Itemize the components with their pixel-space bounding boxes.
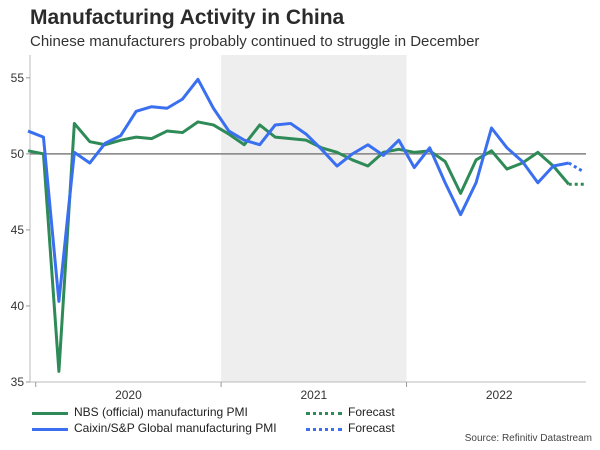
y-tick-label: 35 [11, 375, 25, 389]
legend-swatch-caixin [32, 428, 68, 431]
axes [29, 55, 586, 383]
source-note: Source: Refinitiv Datastream [464, 433, 592, 444]
legend-swatch-caixin-forecast [306, 428, 342, 431]
pmi-line-chart: 35 40 45 50 55 2020 2021 2022 [11, 55, 586, 400]
y-tick-label: 50 [11, 147, 25, 161]
y-tick-label: 55 [11, 71, 25, 85]
chart-subtitle: Chinese manufacturers probably continued… [30, 33, 480, 50]
legend-swatch-nbs-forecast [306, 412, 342, 415]
legend-label-forecast-2: Forecast [348, 421, 395, 435]
shaded-year-2021 [221, 55, 407, 382]
legend-row-2: Caixin/S&P Global manufacturing PMI Fore… [30, 421, 450, 437]
y-tick-label: 45 [11, 223, 25, 237]
series-lines [27, 77, 585, 373]
legend: NBS (official) manufacturing PMI Forecas… [30, 405, 450, 437]
legend-label-caixin: Caixin/S&P Global manufacturing PMI [74, 421, 277, 435]
legend-label-nbs: NBS (official) manufacturing PMI [74, 405, 248, 419]
x-tick-label: 2020 [115, 388, 142, 400]
legend-row-1: NBS (official) manufacturing PMI Forecas… [30, 405, 450, 421]
y-tick-label: 40 [11, 299, 25, 313]
x-tick-label: 2021 [300, 388, 327, 400]
shaded-period [221, 55, 407, 382]
nbs-line [27, 120, 570, 373]
legend-label-forecast-1: Forecast [348, 405, 395, 419]
caixin-line-forecast [567, 161, 585, 174]
caixin-line [27, 77, 570, 303]
x-tick-labels: 2020 2021 2022 [35, 382, 513, 400]
legend-swatch-nbs [32, 412, 68, 415]
y-tick-labels: 35 40 45 50 55 [11, 71, 30, 389]
x-tick-label: 2022 [486, 388, 513, 400]
chart-title: Manufacturing Activity in China [30, 6, 345, 29]
